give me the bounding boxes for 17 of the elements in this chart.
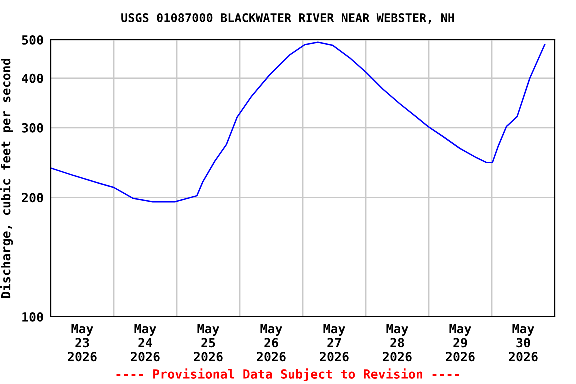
y-tick-label: 100 xyxy=(22,312,44,322)
x-tick-label: May 28 2026 xyxy=(383,324,412,362)
y-tick-label: 500 xyxy=(22,35,44,45)
x-tick-label: May 26 2026 xyxy=(257,324,286,362)
y-axis-title: Discharge, cubic feet per second xyxy=(0,59,14,298)
x-tick-label: May 30 2026 xyxy=(509,324,538,362)
y-tick-label: 400 xyxy=(22,74,44,84)
x-tick-label: May 25 2026 xyxy=(194,324,223,362)
x-tick-label: May 27 2026 xyxy=(320,324,349,362)
text: ---- Provisional Data Subject to Revision ---- xyxy=(116,368,460,382)
y-tick-label: 200 xyxy=(22,193,44,203)
x-tick-label: May 24 2026 xyxy=(131,324,160,362)
x-tick-label: May 23 2026 xyxy=(68,324,97,362)
x-tick-label: May 29 2026 xyxy=(446,324,475,362)
chart-title: USGS 01087000 BLACKWATER RIVER NEAR WEBSTER, NH xyxy=(122,13,454,24)
line-series xyxy=(51,42,546,203)
y-tick-label: 300 xyxy=(22,123,44,133)
